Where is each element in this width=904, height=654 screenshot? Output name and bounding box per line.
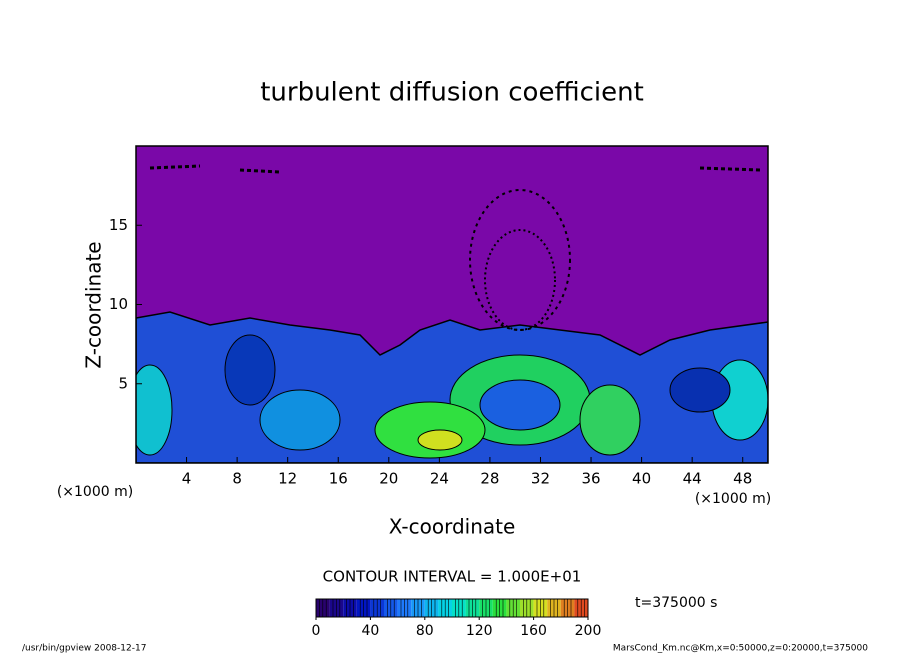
x-tick-label: 36 xyxy=(581,470,600,488)
contour-field xyxy=(136,146,768,463)
y-axis-title: Z-coordinate xyxy=(82,241,106,368)
x-unit-label: (×1000 m) xyxy=(57,484,133,500)
contour-interval: CONTOUR INTERVAL = 1.000E+01 xyxy=(323,568,582,586)
colorbar-tick-label: 80 xyxy=(416,623,434,639)
colorbar-tick-label: 0 xyxy=(312,623,321,639)
colorbar-tick-label: 40 xyxy=(361,623,379,639)
y-tick-label: 10 xyxy=(109,295,128,313)
x-axis-title: X-coordinate xyxy=(389,515,516,539)
x-tick-label: 4 xyxy=(182,470,192,488)
y-tick-label: 5 xyxy=(118,374,128,392)
x-tick-label: 20 xyxy=(379,470,398,488)
x-tick-label: 12 xyxy=(278,470,297,488)
x-tick-label: 24 xyxy=(430,470,449,488)
chart-title: turbulent diffusion coefficient xyxy=(260,78,644,108)
x-unit-label: (×1000 m) xyxy=(695,491,771,507)
x-tick-label: 48 xyxy=(733,470,752,488)
colorbar-tick-label: 160 xyxy=(520,623,547,639)
footer-right: MarsCond_Km.nc@Km,x=0:50000,z=0:20000,t=… xyxy=(613,644,868,654)
x-tick-label: 32 xyxy=(531,470,550,488)
y-tick-label: 15 xyxy=(109,216,128,234)
colorbar-frame xyxy=(315,598,589,618)
time-label: t=375000 s xyxy=(635,595,717,611)
x-tick-label: 8 xyxy=(232,470,242,488)
x-tick-label: 40 xyxy=(632,470,651,488)
x-tick-label: 28 xyxy=(480,470,499,488)
x-tick-label: 16 xyxy=(329,470,348,488)
x-tick-label: 44 xyxy=(683,470,702,488)
colorbar-tick-label: 200 xyxy=(575,623,602,639)
colorbar-tick-label: 120 xyxy=(466,623,493,639)
footer-left: /usr/bin/gpview 2008-12-17 xyxy=(22,644,146,654)
